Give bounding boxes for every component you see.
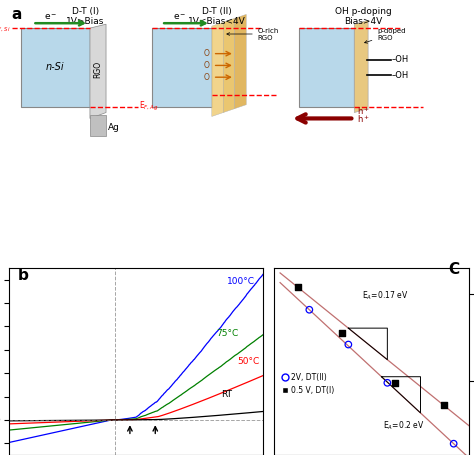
Text: O: O: [204, 73, 210, 82]
Text: C: C: [448, 262, 459, 277]
Bar: [21, 28, 90, 106]
Point: [339, 329, 346, 337]
Polygon shape: [90, 24, 106, 118]
Point: [392, 379, 399, 386]
Text: OH p-doping
Bias>4V: OH p-doping Bias>4V: [335, 6, 392, 26]
Text: –OH: –OH: [392, 71, 409, 80]
Point: [345, 341, 352, 348]
Text: D-T (I)
1V>Bias: D-T (I) 1V>Bias: [66, 6, 105, 26]
Text: a: a: [12, 7, 22, 22]
Text: h$^+$: h$^+$: [356, 106, 370, 117]
Polygon shape: [223, 18, 235, 112]
Bar: [90, 115, 106, 136]
Legend: 2V, DT(II), 0.5 V, DT(I): 2V, DT(II), 0.5 V, DT(I): [278, 370, 337, 398]
Text: D-T (II)
1V<Bias<4V: D-T (II) 1V<Bias<4V: [188, 6, 245, 26]
Text: e$^-$: e$^-$: [44, 13, 58, 22]
Point: [306, 306, 313, 313]
Point: [450, 440, 457, 447]
Text: h$^+$: h$^+$: [356, 114, 370, 125]
Bar: [152, 28, 212, 106]
Text: n-Si: n-Si: [46, 62, 65, 72]
Text: 50°C: 50°C: [237, 357, 260, 366]
Text: RT: RT: [221, 389, 232, 399]
Text: Ag: Ag: [109, 123, 120, 132]
Text: O: O: [204, 49, 210, 58]
Point: [440, 402, 448, 409]
Point: [383, 379, 391, 386]
Polygon shape: [235, 15, 246, 109]
Text: E$_{F,Ag}$: E$_{F,Ag}$: [139, 100, 159, 113]
Bar: [299, 28, 355, 106]
Text: E$_A$=0.2 eV: E$_A$=0.2 eV: [383, 420, 425, 432]
Text: 75°C: 75°C: [217, 329, 239, 338]
Text: b: b: [18, 268, 29, 283]
Point: [294, 283, 301, 291]
Text: p-doped
RGO: p-doped RGO: [365, 27, 406, 43]
Text: RGO: RGO: [94, 61, 103, 78]
Text: 100°C: 100°C: [227, 278, 255, 286]
Text: e$^-$: e$^-$: [173, 13, 186, 22]
Text: E$_{F,Si}$: E$_{F,Si}$: [0, 22, 11, 34]
Polygon shape: [212, 22, 223, 116]
Text: O: O: [204, 61, 210, 70]
Polygon shape: [355, 20, 368, 112]
Text: –OH: –OH: [392, 55, 409, 64]
Text: O-rich
RGO: O-rich RGO: [227, 27, 279, 40]
Text: E$_A$=0.17 eV: E$_A$=0.17 eV: [362, 289, 409, 302]
